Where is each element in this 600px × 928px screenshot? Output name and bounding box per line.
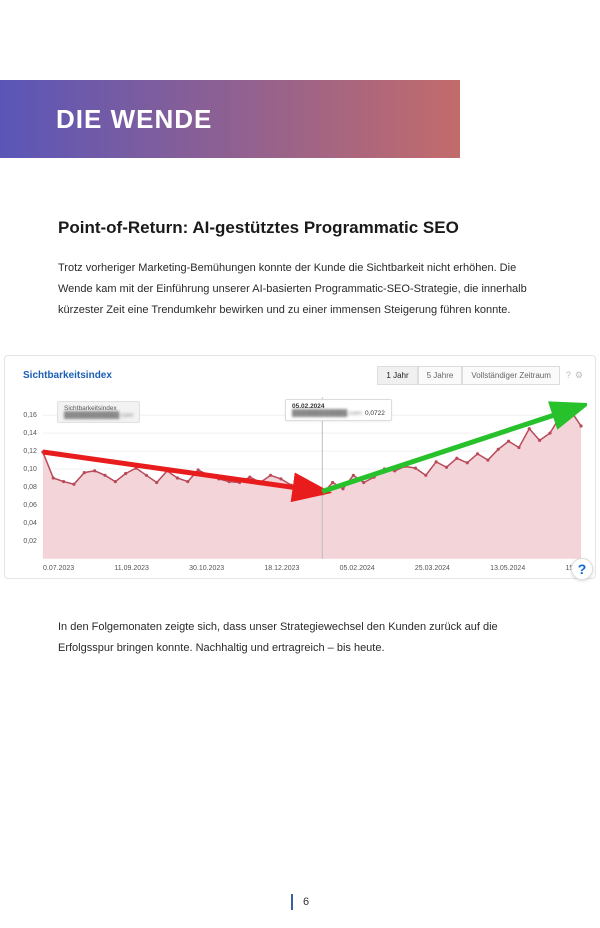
tab-full-range[interactable]: Vollständiger Zeitraum: [462, 366, 560, 385]
section-subtitle: Point-of-Return: AI-gestütztes Programma…: [58, 218, 542, 238]
chart-title: Sichtbarkeitsindex: [23, 370, 112, 381]
tooltip-line: ████████████.com: 0,0722: [292, 410, 385, 417]
visibility-chart-card: Sichtbarkeitsindex 1 Jahr 5 Jahre Vollst…: [4, 355, 596, 579]
floating-help-button[interactable]: ?: [571, 558, 593, 580]
tooltip-value: 0,0722: [365, 410, 385, 417]
x-axis-label: 25.03.2024: [415, 565, 450, 572]
svg-text:0,10: 0,10: [23, 466, 37, 473]
gear-icon[interactable]: ⚙: [575, 370, 583, 381]
x-axis-label: 11.09.2023: [114, 565, 149, 572]
svg-text:0,16: 0,16: [23, 412, 37, 419]
content-area: Point-of-Return: AI-gestütztes Programma…: [0, 218, 600, 321]
outro-paragraph: In den Folgemonaten zeigte sich, dass un…: [58, 617, 542, 659]
x-axis-label: 0.07.2023: [43, 565, 74, 572]
legend-blurred-domain: ████████████.com: [64, 412, 133, 419]
content-area-2: In den Folgemonaten zeigte sich, dass un…: [0, 617, 600, 659]
tooltip-blurred-domain: ████████████.com:: [292, 410, 363, 417]
svg-text:0,12: 0,12: [23, 448, 37, 455]
svg-text:0,08: 0,08: [23, 484, 37, 491]
chart-range-tabs: 1 Jahr 5 Jahre Vollständiger Zeitraum ? …: [377, 366, 583, 385]
x-axis-label: 18.12.2023: [264, 565, 299, 572]
svg-text:0,02: 0,02: [23, 537, 37, 544]
x-axis-label: 13.05.2024: [490, 565, 525, 572]
svg-text:0,06: 0,06: [23, 502, 37, 509]
chart-tooltip: 05.02.2024 ████████████.com: 0,0722: [285, 399, 392, 421]
chart-toolbar-icons: ? ⚙: [566, 370, 583, 381]
tooltip-date: 05.02.2024: [292, 403, 385, 410]
chart-header: Sichtbarkeitsindex 1 Jahr 5 Jahre Vollst…: [13, 364, 587, 393]
help-icon[interactable]: ?: [566, 370, 571, 381]
chart-x-axis-labels: 0.07.2023 11.09.2023 30.10.2023 18.12.2023 0…: [13, 563, 587, 574]
chart-plot-area: 0,16 0,14 0,12 0,10 0,08 0,06 0,04 0,02 Sichtba…: [13, 393, 587, 563]
tab-1-year[interactable]: 1 Jahr: [377, 366, 417, 385]
banner-title: DIE WENDE: [56, 104, 212, 135]
svg-text:0,04: 0,04: [23, 520, 37, 527]
legend-heading: Sichtbarkeitsindex: [64, 405, 133, 412]
x-axis-label: 05.02.2024: [340, 565, 375, 572]
chart-legend: Sichtbarkeitsindex ████████████.com: [57, 401, 140, 423]
svg-text:0,14: 0,14: [23, 430, 37, 437]
tab-5-years[interactable]: 5 Jahre: [418, 366, 463, 385]
page-footer: 6: [0, 892, 600, 910]
intro-paragraph: Trotz vorheriger Marketing-Bemühungen ko…: [58, 258, 542, 321]
page-number: 6: [291, 894, 309, 910]
section-banner: DIE WENDE: [0, 80, 460, 158]
x-axis-label: 30.10.2023: [189, 565, 224, 572]
